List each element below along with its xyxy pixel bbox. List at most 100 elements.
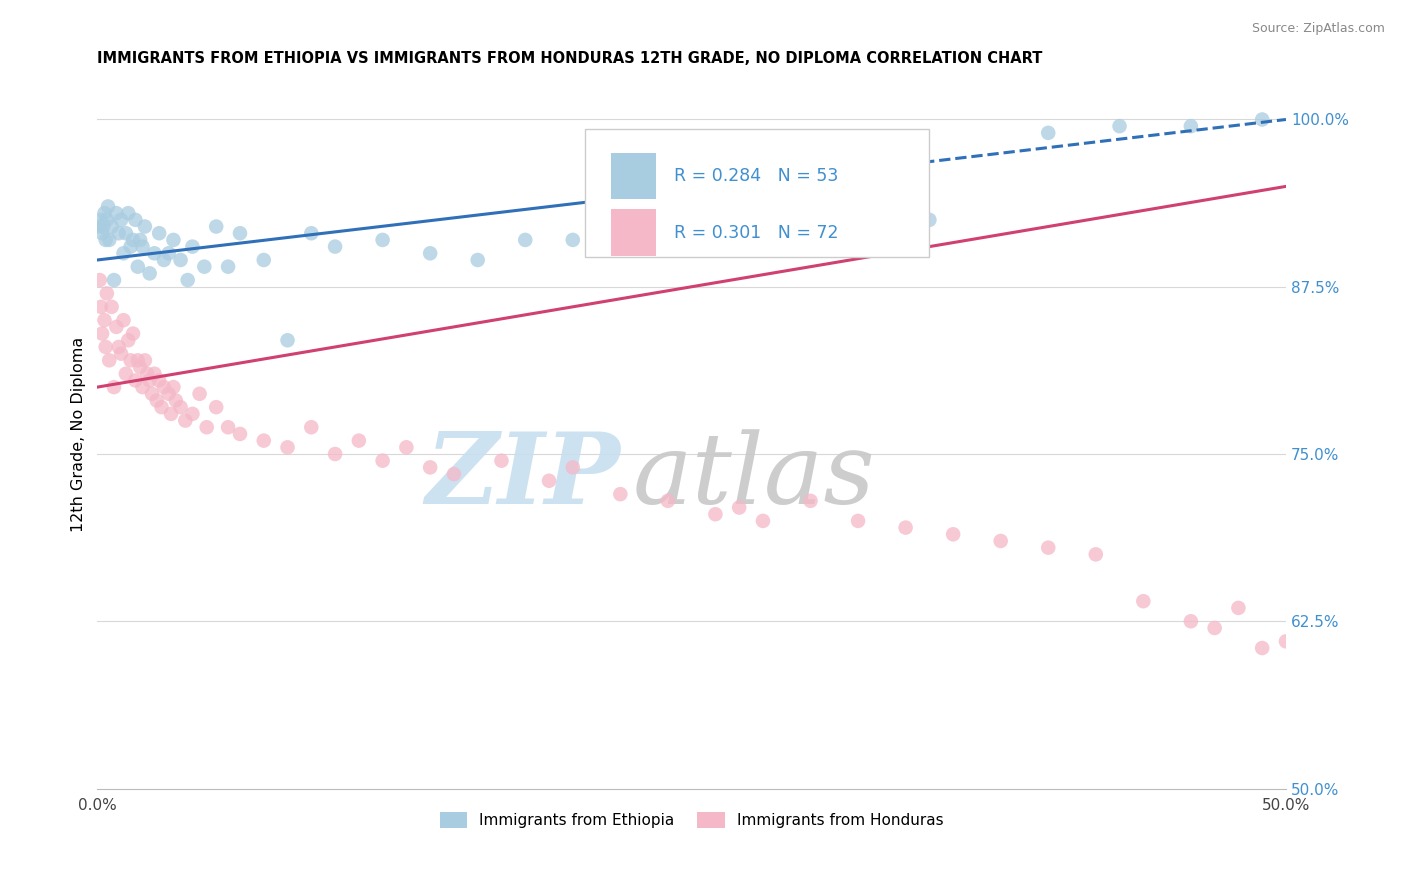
Point xyxy=(94,340,117,354)
Point xyxy=(105,206,128,220)
Point xyxy=(1275,634,1298,648)
Point xyxy=(799,219,821,234)
Point xyxy=(174,413,197,427)
Point xyxy=(138,373,160,387)
Point xyxy=(138,266,160,280)
Point xyxy=(127,353,149,368)
Point xyxy=(143,367,166,381)
Point xyxy=(1038,126,1060,140)
Point xyxy=(143,246,166,260)
Point xyxy=(419,460,441,475)
Point xyxy=(124,212,146,227)
Point xyxy=(148,373,170,387)
Point xyxy=(443,467,465,481)
Point xyxy=(110,212,132,227)
Point xyxy=(176,273,198,287)
Bar xyxy=(610,210,657,256)
Point xyxy=(253,434,276,448)
Point xyxy=(141,386,163,401)
Point xyxy=(112,246,135,260)
Point xyxy=(134,219,156,234)
Point xyxy=(122,326,145,341)
Point xyxy=(89,273,111,287)
Point xyxy=(98,233,121,247)
Point xyxy=(100,300,122,314)
Point xyxy=(136,367,159,381)
Point xyxy=(1108,119,1130,133)
Point xyxy=(105,319,128,334)
Point xyxy=(91,219,114,234)
Point xyxy=(217,260,239,274)
Point xyxy=(91,226,114,240)
Point xyxy=(134,353,156,368)
Point xyxy=(205,400,228,414)
Point xyxy=(918,212,941,227)
Point xyxy=(229,226,252,240)
Point xyxy=(467,252,489,267)
Point xyxy=(277,333,299,347)
Point xyxy=(188,386,211,401)
Point xyxy=(752,514,775,528)
Point xyxy=(195,420,218,434)
Point xyxy=(537,474,560,488)
Point xyxy=(371,453,394,467)
Point xyxy=(90,300,112,314)
Legend: Immigrants from Ethiopia, Immigrants from Honduras: Immigrants from Ethiopia, Immigrants fro… xyxy=(433,805,950,834)
Point xyxy=(217,420,239,434)
Point xyxy=(181,407,204,421)
Point xyxy=(96,212,118,227)
Point xyxy=(323,239,346,253)
Point xyxy=(299,420,322,434)
Point xyxy=(1251,640,1274,655)
Point xyxy=(157,246,180,260)
Point xyxy=(323,447,346,461)
Point xyxy=(115,367,138,381)
Point xyxy=(153,380,176,394)
FancyBboxPatch shape xyxy=(585,129,929,257)
Point xyxy=(124,373,146,387)
Point xyxy=(728,500,751,515)
Point xyxy=(100,219,122,234)
Text: R = 0.301   N = 72: R = 0.301 N = 72 xyxy=(673,224,838,242)
Point xyxy=(704,507,727,521)
Point xyxy=(1180,614,1202,628)
Point xyxy=(299,226,322,240)
Point xyxy=(129,359,152,374)
Point xyxy=(162,233,184,247)
Point xyxy=(205,219,228,234)
Point xyxy=(94,233,117,247)
Point xyxy=(799,493,821,508)
Point xyxy=(150,400,173,414)
Point xyxy=(1227,600,1250,615)
Point xyxy=(229,426,252,441)
Point xyxy=(148,226,170,240)
Point xyxy=(129,233,152,247)
Point xyxy=(110,346,132,360)
Point xyxy=(107,226,129,240)
Point xyxy=(193,260,215,274)
Point xyxy=(371,233,394,247)
Point xyxy=(491,453,513,467)
Point xyxy=(181,239,204,253)
Point xyxy=(1132,594,1154,608)
Point xyxy=(990,533,1012,548)
Point xyxy=(846,514,869,528)
Point xyxy=(90,212,112,227)
Text: IMMIGRANTS FROM ETHIOPIA VS IMMIGRANTS FROM HONDURAS 12TH GRADE, NO DIPLOMA CORR: IMMIGRANTS FROM ETHIOPIA VS IMMIGRANTS F… xyxy=(97,51,1043,66)
Point xyxy=(681,212,703,227)
Text: ZIP: ZIP xyxy=(426,428,620,524)
Point xyxy=(93,206,115,220)
Point xyxy=(122,233,145,247)
Point xyxy=(347,434,370,448)
Point xyxy=(153,252,176,267)
Text: R = 0.284   N = 53: R = 0.284 N = 53 xyxy=(673,167,838,185)
Point xyxy=(561,233,583,247)
Point xyxy=(157,386,180,401)
Point xyxy=(942,527,965,541)
Point xyxy=(1180,119,1202,133)
Point xyxy=(115,226,138,240)
Point xyxy=(103,380,125,394)
Point xyxy=(117,206,139,220)
Point xyxy=(107,340,129,354)
Point xyxy=(162,380,184,394)
